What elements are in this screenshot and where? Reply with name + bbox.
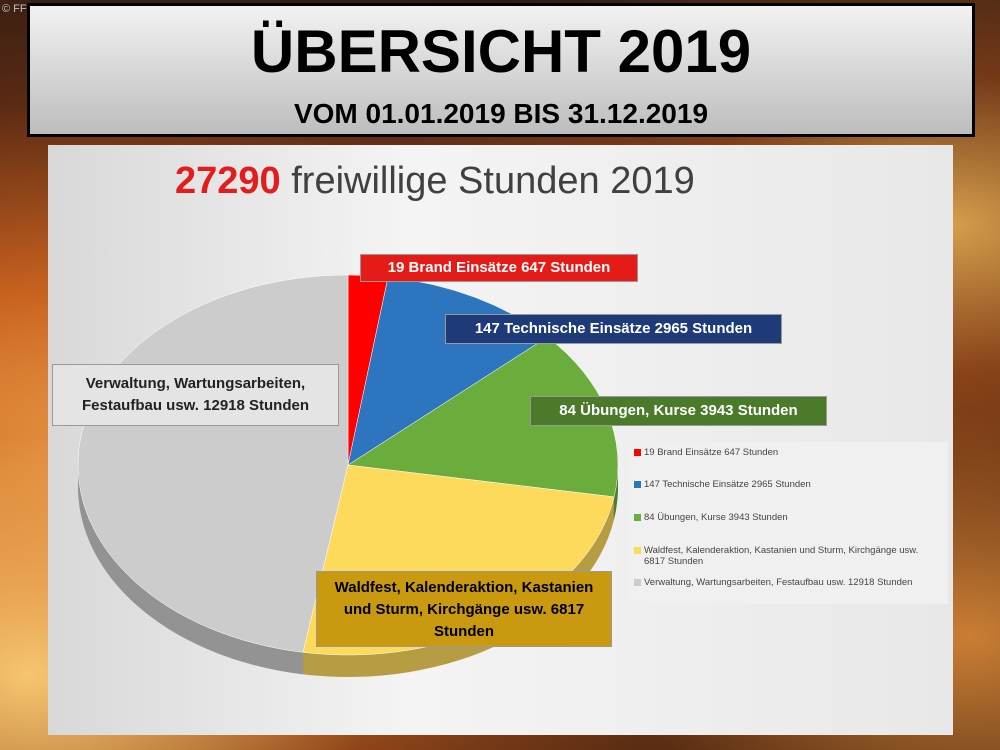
legend-swatch — [634, 481, 641, 488]
legend-item: Waldfest, Kalenderaktion, Kastanien und … — [634, 545, 939, 567]
chart-title-text: freiwillige Stunden 2019 — [291, 160, 695, 202]
data-label-1: 147 Technische Einsätze 2965 Stunden — [445, 314, 782, 344]
title-box: ÜBERSICHT 2019 VOM 01.01.2019 BIS 31.12.… — [27, 3, 975, 137]
pie-slice-4 — [77, 274, 349, 653]
legend-label: Verwaltung, Wartungsarbeiten, Festaufbau… — [644, 577, 913, 588]
legend-swatch — [634, 547, 641, 554]
total-hours: 27290 — [175, 160, 281, 202]
legend-swatch — [634, 579, 641, 586]
data-label-0: 19 Brand Einsätze 647 Stunden — [360, 254, 638, 282]
legend-label: 19 Brand Einsätze 647 Stunden — [644, 447, 779, 458]
legend-label: 147 Technische Einsätze 2965 Stunden — [644, 479, 811, 490]
legend-item: 147 Technische Einsätze 2965 Stunden — [634, 479, 939, 490]
page-subtitle: VOM 01.01.2019 BIS 31.12.2019 — [293, 98, 709, 129]
data-label-4: Verwaltung, Wartungsarbeiten, Festaufbau… — [52, 364, 339, 426]
data-label-3: Waldfest, Kalenderaktion, Kastanien und … — [316, 571, 612, 647]
page-title: ÜBERSICHT 2019 — [250, 18, 752, 85]
data-label-2: 84 Übungen, Kurse 3943 Stunden — [530, 396, 827, 426]
legend-item: 84 Übungen, Kurse 3943 Stunden — [634, 512, 939, 523]
legend-swatch — [634, 449, 641, 456]
legend-item: Verwaltung, Wartungsarbeiten, Festaufbau… — [634, 577, 939, 588]
legend: 19 Brand Einsätze 647 Stunden 147 Techni… — [628, 442, 948, 604]
legend-label: 84 Übungen, Kurse 3943 Stunden — [644, 512, 788, 523]
chart-title: 27290 freiwillige Stunden 2019 — [175, 160, 695, 203]
legend-item: 19 Brand Einsätze 647 Stunden — [634, 447, 939, 458]
legend-label: Waldfest, Kalenderaktion, Kastanien und … — [644, 545, 919, 567]
legend-swatch — [634, 514, 641, 521]
